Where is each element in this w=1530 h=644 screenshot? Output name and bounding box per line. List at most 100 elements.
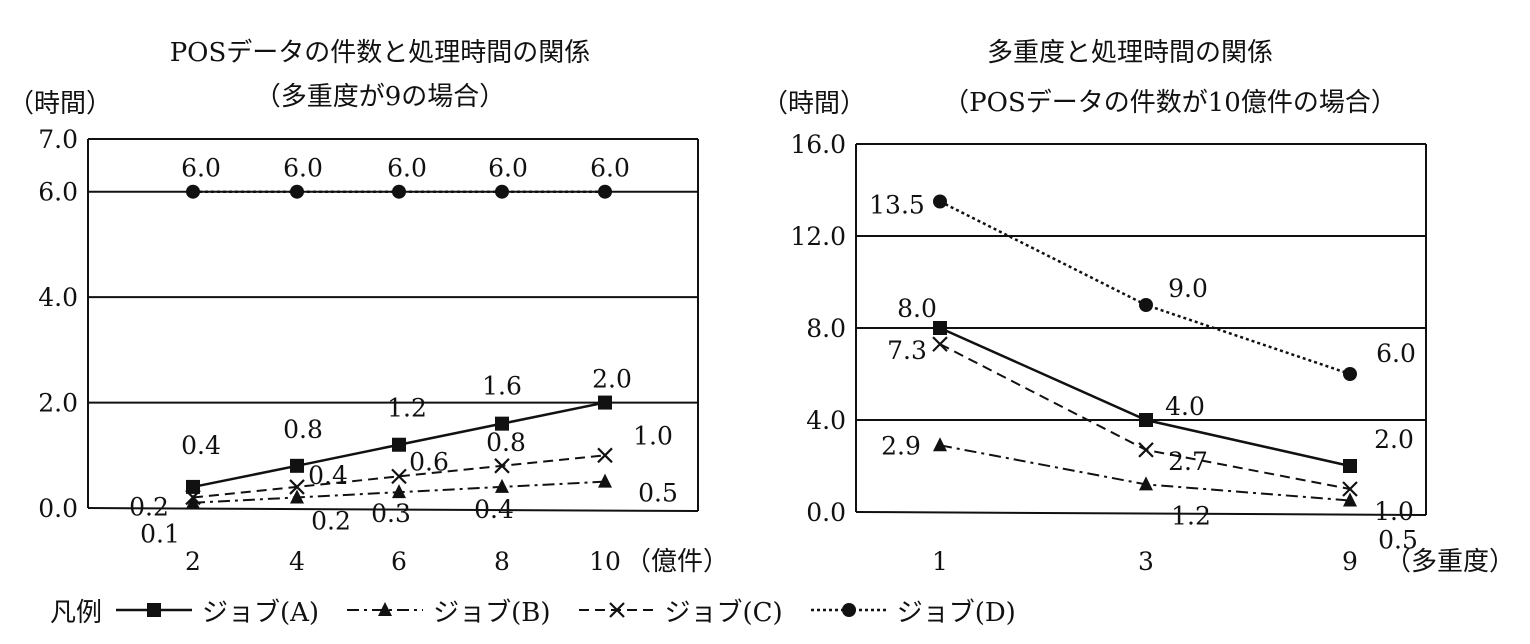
chart2-subtitle: （POSデータの件数が10億件の場合） xyxy=(943,88,1397,118)
data-point-job-a xyxy=(392,437,406,452)
legend-label-job-d: ジョブ(D) xyxy=(896,597,1016,628)
data-point-job-b xyxy=(290,489,304,504)
x-tick-label: 6 xyxy=(391,547,407,576)
data-label-job-d: 13.5 xyxy=(869,191,925,220)
data-label-job-b: 1.2 xyxy=(1171,501,1211,530)
chart2-title: 多重度と処理時間の関係 xyxy=(986,38,1273,68)
data-point-job-d xyxy=(186,184,200,199)
data-label-job-d: 6.0 xyxy=(590,154,630,183)
data-label-job-a: 4.0 xyxy=(1165,392,1205,421)
data-label-job-b: 0.5 xyxy=(638,479,678,508)
data-label-job-a: 1.6 xyxy=(482,372,522,401)
series-line-job-d xyxy=(939,200,1351,376)
y-tick-label: 0.0 xyxy=(806,498,846,527)
data-point-job-c xyxy=(391,468,407,485)
legend-swatch-job-b xyxy=(347,602,424,616)
data-point-job-c xyxy=(289,479,305,495)
data-point-job-d xyxy=(598,184,612,199)
legend-item-job-b: ジョブ(B) xyxy=(345,592,551,629)
legend-title: 凡例 xyxy=(50,597,103,628)
data-point-job-c xyxy=(1342,481,1358,497)
y-tick-label: 2.0 xyxy=(38,389,78,418)
data-point-job-c xyxy=(1138,442,1154,458)
data-point-job-d xyxy=(1343,367,1357,381)
y-axis-label: （時間） xyxy=(762,89,866,119)
chart1-plot: 0.0 2.0 4.0 6.0 7.0 （時間） 2 4 6 8 10 （億件） 0.4 0.8 1.2 1.… xyxy=(8,89,729,577)
data-point-job-d xyxy=(392,184,406,199)
data-label-job-c: 0.6 xyxy=(409,447,449,476)
data-point-job-b xyxy=(495,478,509,493)
data-label-job-a: 1.2 xyxy=(387,394,427,423)
x-tick-label: 1 xyxy=(932,547,948,576)
data-label-job-a: 2.0 xyxy=(592,365,632,394)
data-point-job-a xyxy=(186,479,200,494)
x-axis-unit: （億件） xyxy=(625,547,729,577)
y-tick-label: 6.0 xyxy=(38,178,78,207)
data-label-job-d: 6.0 xyxy=(181,154,221,183)
data-label-job-b: 2.9 xyxy=(881,431,921,460)
data-label-job-c: 0.8 xyxy=(486,428,526,457)
data-label-job-b: 0.5 xyxy=(1378,526,1418,555)
data-point-job-a xyxy=(1343,459,1357,473)
series-line-job-c xyxy=(192,454,606,499)
data-label-job-b: 0.1 xyxy=(140,520,180,549)
series-line-job-a xyxy=(939,326,1351,468)
x-tick-label: 10 xyxy=(589,547,621,576)
legend-swatch-job-a xyxy=(116,603,193,617)
data-point-job-a xyxy=(598,395,612,410)
data-label-job-c: 1.0 xyxy=(1374,497,1414,526)
data-point-job-c xyxy=(494,458,510,474)
data-label-job-c: 2.7 xyxy=(1168,447,1208,476)
x-tick-label: 4 xyxy=(289,547,305,576)
y-tick-label: 4.0 xyxy=(38,283,78,312)
data-label-job-d: 6.0 xyxy=(1376,339,1416,368)
chart2-plot: 0.0 4.0 8.0 12.0 16.0 （時間） 1 3 9 （多重度） 8.0 4.0 2.0 2.… xyxy=(762,89,1515,577)
x-tick-label: 3 xyxy=(1138,547,1154,576)
data-point-job-d xyxy=(290,184,304,199)
legend-item-job-c: ジョブ(C) xyxy=(577,592,783,629)
data-point-job-a xyxy=(495,416,509,431)
chart1-subtitle: （多重度が9の場合） xyxy=(254,82,506,112)
data-label-job-c: 1.0 xyxy=(633,421,673,450)
data-label-job-d: 6.0 xyxy=(283,154,323,183)
x-axis-unit: （多重度） xyxy=(1385,547,1515,577)
legend-item-job-d: ジョブ(D) xyxy=(809,592,1016,629)
y-tick-label: 12.0 xyxy=(790,222,846,251)
legend-swatch-job-d xyxy=(810,603,887,617)
data-label-job-a: 2.0 xyxy=(1374,425,1414,454)
legend-label-job-a: ジョブ(A) xyxy=(202,597,320,628)
y-tick-label: 16.0 xyxy=(790,130,846,159)
data-point-job-b xyxy=(933,437,947,452)
y-tick-label: 4.0 xyxy=(806,406,846,435)
x-tick-label: 2 xyxy=(185,547,201,576)
data-point-job-b xyxy=(186,494,200,509)
data-point-job-a xyxy=(1139,413,1153,427)
legend-label-job-c: ジョブ(C) xyxy=(664,597,783,628)
data-label-job-d: 6.0 xyxy=(387,154,427,183)
x-tick-label: 8 xyxy=(494,547,510,576)
data-label-job-b: 0.3 xyxy=(371,499,411,528)
data-label-job-c: 7.3 xyxy=(887,336,927,365)
legend: 凡例 ジョブ(A) ジョブ(B) ジョブ(C) ジョブ(D) xyxy=(50,588,1042,632)
data-point-job-c xyxy=(932,336,948,352)
chart1-title: POSデータの件数と処理時間の関係 xyxy=(169,38,591,68)
legend-label-job-b: ジョブ(B) xyxy=(433,597,551,628)
data-label-job-b: 0.2 xyxy=(311,506,351,535)
data-point-job-a xyxy=(290,458,304,473)
data-point-job-b xyxy=(392,484,406,499)
y-tick-label: 0.0 xyxy=(38,494,78,523)
y-tick-label: 8.0 xyxy=(806,314,846,343)
legend-swatch-job-c xyxy=(578,602,655,618)
data-label-job-b: 0.4 xyxy=(474,495,514,524)
data-label-job-c: 0.4 xyxy=(308,461,348,490)
data-point-job-c xyxy=(185,489,201,506)
data-point-job-b xyxy=(1343,492,1357,507)
data-label-job-a: 8.0 xyxy=(897,294,937,323)
y-tick-label: 7.0 xyxy=(38,125,78,154)
x-axis xyxy=(855,511,1427,516)
data-point-job-c xyxy=(597,447,613,464)
legend-item-job-a: ジョブ(A) xyxy=(114,592,319,629)
data-label-job-d: 6.0 xyxy=(488,154,528,183)
data-label-job-c: 0.2 xyxy=(129,492,169,521)
data-point-job-b xyxy=(1139,476,1153,491)
